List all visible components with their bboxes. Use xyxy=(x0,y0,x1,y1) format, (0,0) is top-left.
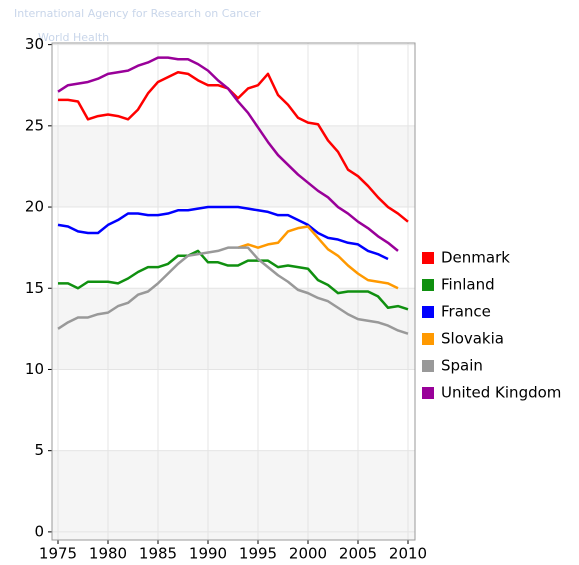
x-tick-label: 1975 xyxy=(39,545,77,563)
band xyxy=(52,125,415,208)
plot-border xyxy=(51,42,416,541)
legend-label: France xyxy=(441,303,491,321)
band xyxy=(52,288,415,370)
x-tick-label: 1995 xyxy=(239,545,277,563)
line xyxy=(237,225,399,290)
legend-swatch xyxy=(422,252,434,264)
legend-label: Slovakia xyxy=(441,330,504,348)
y-tick-label: 30 xyxy=(25,35,44,53)
legend-swatch xyxy=(422,360,434,372)
watermark: International Agency for Research on Can… xyxy=(14,7,261,20)
legend-label: Spain xyxy=(441,357,483,375)
x-tick-label: 2005 xyxy=(339,545,377,563)
legend-swatch xyxy=(422,306,434,318)
watermark: World Health xyxy=(38,31,109,44)
y-tick-label: 0 xyxy=(34,522,44,540)
band xyxy=(52,450,415,540)
legend-label: Denmark xyxy=(441,249,510,267)
line xyxy=(58,249,409,311)
y-tick-label: 20 xyxy=(25,198,44,216)
x-tick-label: 1980 xyxy=(89,545,127,563)
x-tick-label: 2010 xyxy=(389,545,427,563)
line xyxy=(57,56,399,252)
x-tick-label: 1985 xyxy=(139,545,177,563)
x-tick-label: 1990 xyxy=(189,545,227,563)
x-tick-label: 2000 xyxy=(289,545,327,563)
y-tick-label: 10 xyxy=(25,360,44,378)
y-tick-label: 15 xyxy=(25,279,44,297)
legend-swatch xyxy=(422,387,434,399)
line xyxy=(57,246,409,335)
legend-label: Finland xyxy=(441,276,495,294)
y-tick-label: 25 xyxy=(25,116,44,134)
line xyxy=(57,205,389,261)
legend-swatch xyxy=(422,333,434,345)
y-tick-label: 5 xyxy=(34,441,44,459)
legend-label: United Kingdom xyxy=(441,384,561,402)
legend-swatch xyxy=(422,279,434,291)
